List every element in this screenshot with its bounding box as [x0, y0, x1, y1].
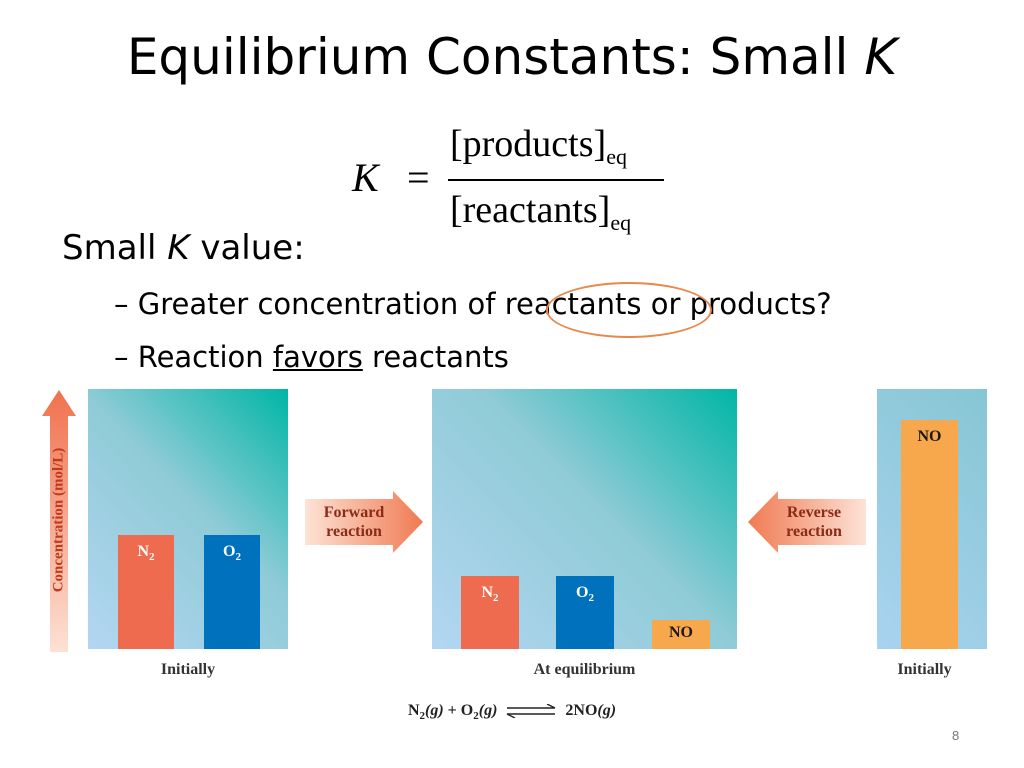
bar-species: O: [576, 584, 589, 601]
fraction-bar: [448, 179, 664, 181]
bar-subscript: 2: [493, 592, 499, 605]
eq-o-sub: 2: [473, 710, 479, 723]
formula-numerator: [products]eq: [450, 122, 627, 169]
bar-species: N: [481, 584, 494, 601]
eq-g1: (g): [425, 702, 444, 719]
sub2-pre: – Reaction: [114, 340, 273, 374]
concentration-axis-arrow: [42, 390, 76, 652]
title-k: K: [864, 28, 898, 86]
forward-reaction-label: Forward reaction: [305, 503, 403, 541]
y-axis-label: Concentration (mol/L): [50, 447, 67, 593]
bar-o2-equilibrium: O2: [556, 576, 614, 649]
bullet-small-k: Small K value:: [62, 228, 305, 268]
eq-g2: (g): [478, 702, 498, 719]
bar-subscript: 2: [149, 551, 155, 564]
bullet-pre: Small: [62, 228, 168, 268]
bullet-k: K: [167, 228, 190, 268]
forward-reaction-arrow: [305, 491, 423, 553]
panel-at-equilibrium: N2 O2 NO: [432, 389, 737, 649]
reverse-reaction-label: Reverse reaction: [766, 503, 862, 541]
panel-label-at-equilibrium: At equilibrium: [533, 661, 636, 678]
panel-label-initially-left: Initially: [160, 661, 216, 678]
sub1-pre: – Greater concentration of: [114, 287, 505, 321]
bar-n2-initial: N2: [118, 535, 174, 649]
bar-species: N: [137, 543, 150, 560]
eq-product: 2NO: [565, 702, 598, 719]
equilibrium-formula: K = [products]eq [reactants]eq: [352, 122, 672, 242]
bar-species: O: [223, 543, 236, 560]
bar-species: NO: [917, 428, 942, 445]
forward-line2: reaction: [326, 523, 382, 540]
bar-no-initial: NO: [901, 420, 958, 649]
reverse-reaction-arrow: [748, 491, 866, 553]
reverse-line1: Reverse: [786, 504, 842, 521]
bar-subscript: 2: [588, 592, 594, 605]
eq-o: O: [460, 702, 474, 719]
bar-subscript: 2: [235, 551, 241, 564]
denominator-subscript: eq: [610, 210, 632, 235]
bar-n2-equilibrium: N2: [461, 576, 519, 649]
eq-n-sub: 2: [419, 710, 426, 723]
slide-title: Equilibrium Constants: Small K: [0, 28, 1024, 86]
bar-no-equilibrium: NO: [652, 620, 710, 649]
equilibrium-arrows-icon: [507, 703, 556, 719]
formula-equals: =: [407, 155, 430, 200]
forward-line1: Forward: [323, 504, 385, 521]
reverse-line2: reaction: [786, 523, 842, 540]
bar-o2-initial: O2: [204, 535, 260, 649]
eq-n: N: [407, 702, 420, 719]
title-text: Equilibrium Constants: Small: [126, 28, 865, 86]
formula-denominator: [reactants]eq: [450, 188, 632, 235]
sub-bullet-question: – Greater concentration of reactants or …: [114, 287, 832, 321]
bar-species: NO: [669, 624, 693, 641]
eq-g3: (g): [597, 702, 617, 719]
sub2-underlined: favors: [272, 340, 363, 374]
reaction-equation: N2(g) + O2(g) 2NO(g): [0, 702, 1024, 722]
formula-k: K: [352, 155, 379, 200]
sub-bullet-favors: – Reaction favors reactants: [114, 340, 509, 374]
numerator-subscript: eq: [606, 144, 627, 169]
page-number: 8: [952, 728, 960, 743]
sub2-post: reactants: [362, 340, 509, 374]
denominator-text: [reactants]: [450, 189, 611, 231]
panel-label-initially-right: Initially: [897, 661, 952, 678]
highlight-circle: [546, 282, 712, 338]
eq-plus: +: [443, 702, 461, 719]
panel-initially-products: NO: [877, 389, 987, 649]
numerator-text: [products]: [450, 123, 607, 165]
panel-initially-reactants: N2 O2: [88, 389, 288, 649]
bullet-post: value:: [189, 228, 305, 268]
